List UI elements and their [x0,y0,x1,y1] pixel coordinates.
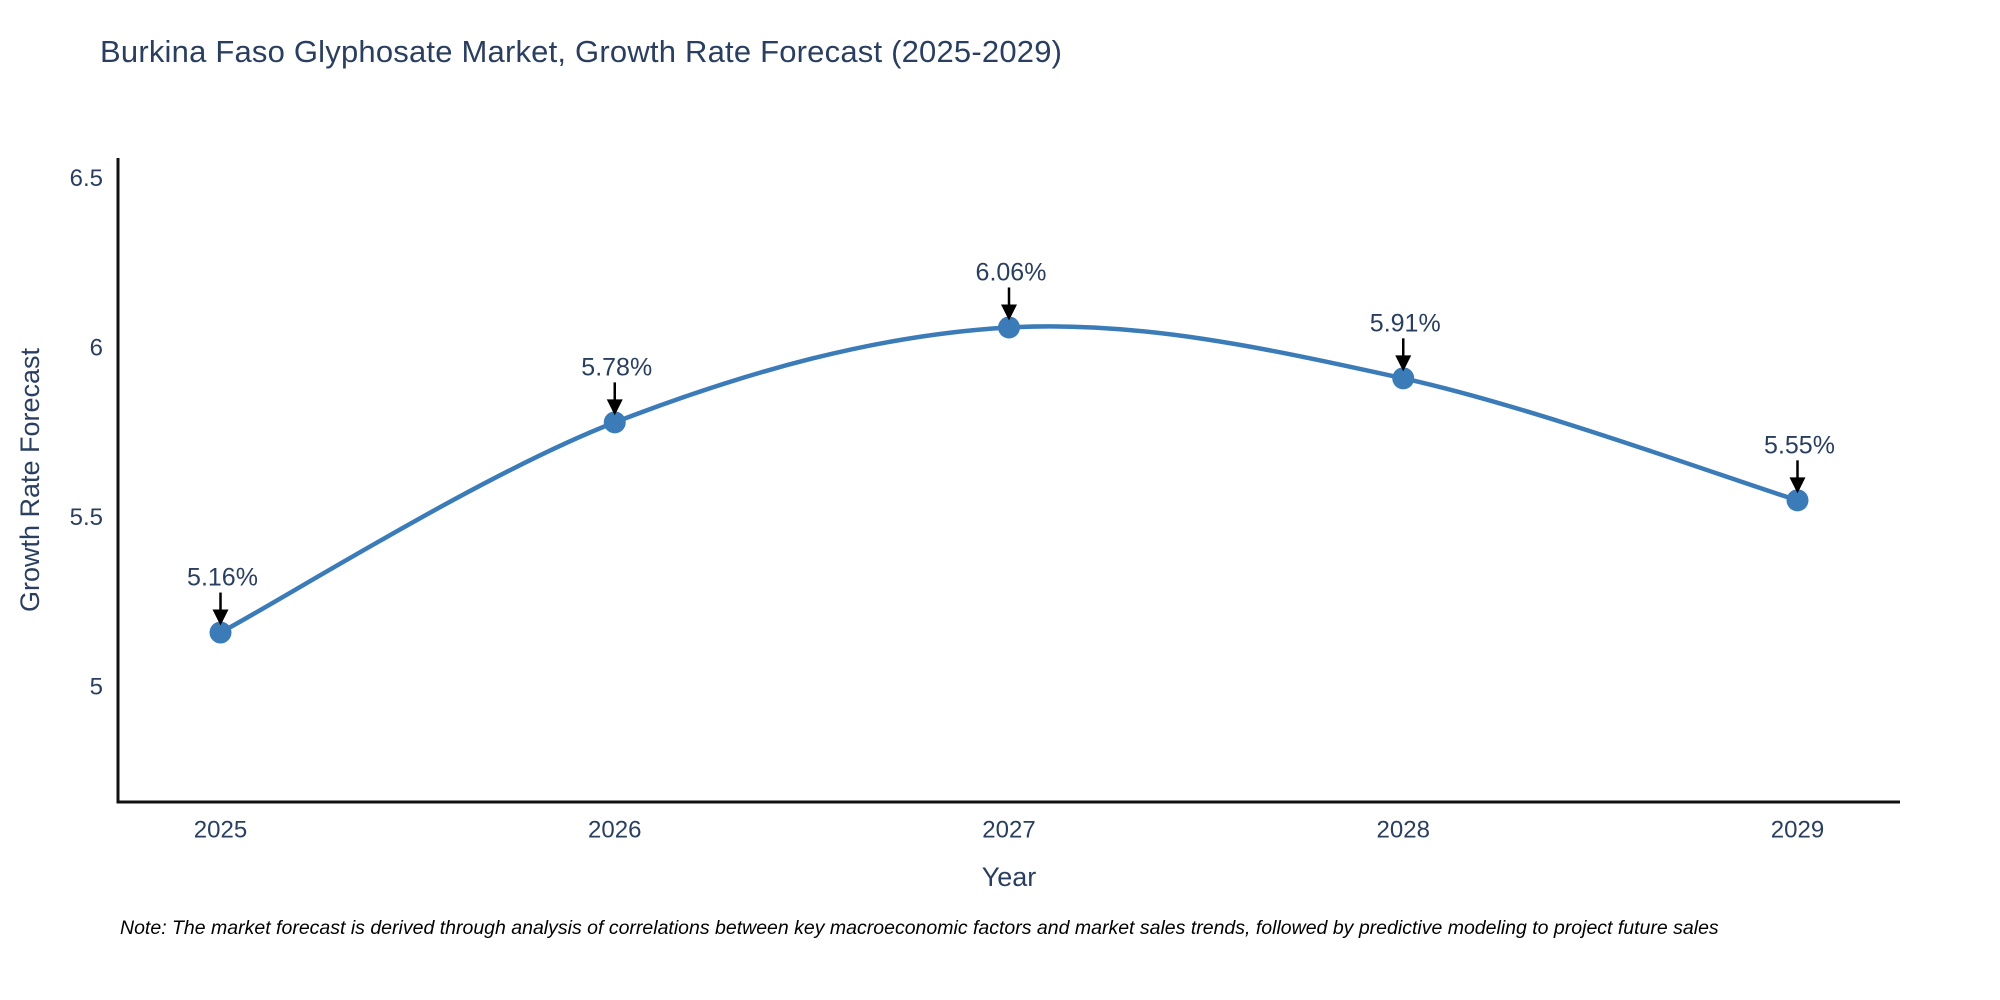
data-point[interactable] [209,621,232,644]
data-point[interactable] [1392,367,1415,390]
annotation-label: 6.06% [976,258,1047,286]
y-tick-label: 6 [90,334,103,361]
data-point[interactable] [603,411,626,434]
data-point[interactable] [998,316,1020,339]
y-axis-title: Growth Rate Forecast [15,347,45,612]
annotation-arrowhead-icon [1789,477,1806,494]
line-series [218,324,1800,635]
annotation-arrowhead-icon [1001,304,1017,321]
annotation-arrowhead-icon [1395,355,1412,372]
data-point[interactable] [1786,489,1809,512]
annotation-label: 5.16% [187,564,258,592]
chart-title: Burkina Faso Glyphosate Market, Growth R… [100,34,1063,69]
annotation-arrowhead-icon [212,609,229,626]
annotation-label: 5.55% [1764,431,1835,459]
footnote: Note: The market forecast is derived thr… [120,917,1719,939]
x-tick-label: 2029 [1771,817,1824,844]
y-tick-label: 5.5 [70,504,103,531]
x-tick-label: 2025 [194,817,247,844]
annotation-label: 5.78% [581,353,652,381]
x-tick-label: 2026 [588,817,641,844]
y-tick-label: 5 [90,673,103,700]
x-axis-title: Year [982,862,1037,892]
x-tick-label: 2027 [982,817,1035,844]
x-tick-label: 2028 [1377,817,1430,844]
annotation-label: 5.91% [1370,309,1441,337]
annotation-arrowhead-icon [606,399,623,416]
y-tick-label: 6.5 [70,165,103,192]
